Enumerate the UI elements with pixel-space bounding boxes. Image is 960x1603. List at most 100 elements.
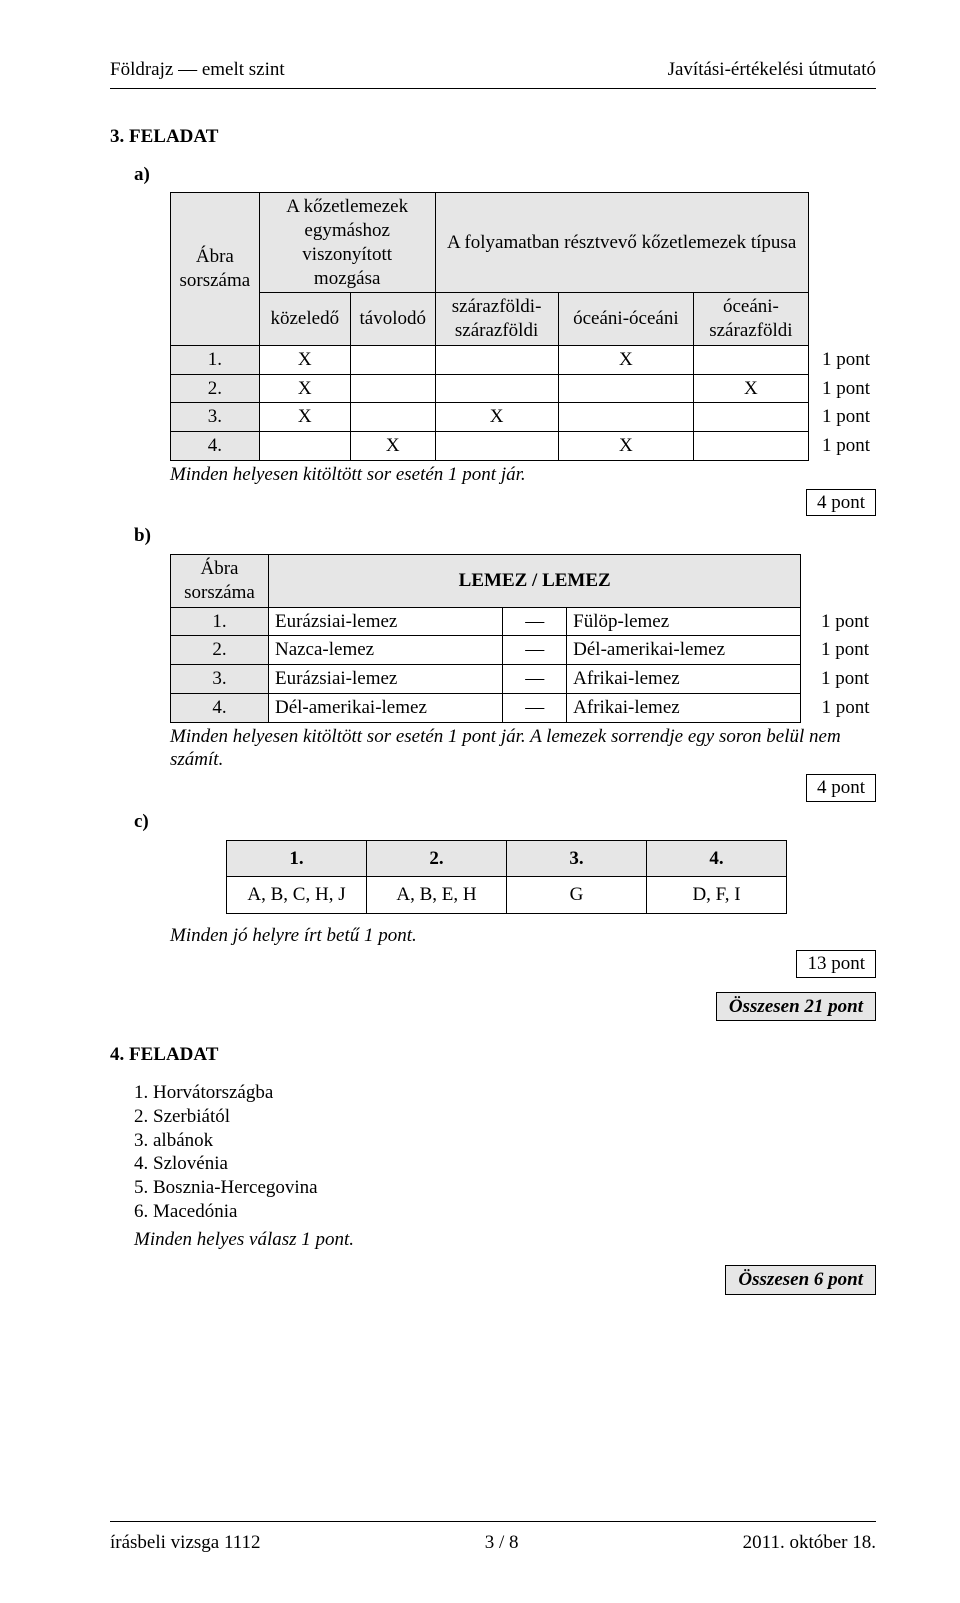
list-item: 2. Szerbiától bbox=[134, 1105, 876, 1129]
footer-center: 3 / 8 bbox=[485, 1531, 519, 1555]
table-row: 2. Nazca-lemez — Dél-amerikai-lemez 1 po… bbox=[171, 636, 876, 665]
cell-n: 2. bbox=[171, 636, 269, 665]
task4-title: 4. FELADAT bbox=[110, 1043, 876, 1067]
cell-left: Nazca-lemez bbox=[268, 636, 502, 665]
th-motion: A kőzetlemezek egymáshoz viszonyított mo… bbox=[259, 193, 435, 293]
th-col: 3. bbox=[507, 840, 647, 877]
cell bbox=[694, 432, 808, 461]
th-osz: óceáni- szárazföldi bbox=[694, 293, 808, 346]
list-item: 6. Macedónia bbox=[134, 1200, 876, 1224]
cell-right: Afrikai-lemez bbox=[567, 665, 801, 694]
cell bbox=[435, 432, 558, 461]
table-row: 1. X X 1 pont bbox=[171, 345, 877, 374]
task3b-subtotal-wrap: 4 pont bbox=[170, 774, 876, 802]
cell-pts: 1 pont bbox=[808, 403, 876, 432]
table-row: 3. X X 1 pont bbox=[171, 403, 877, 432]
task3a-label: a) bbox=[110, 163, 876, 187]
th-tavolodo: távolodó bbox=[350, 293, 435, 346]
cell: A, B, C, H, J bbox=[227, 877, 367, 914]
cell bbox=[694, 345, 808, 374]
task4-total: Összesen 6 pont bbox=[725, 1265, 876, 1295]
table-c: 1. 2. 3. 4. A, B, C, H, J A, B, E, H G D… bbox=[226, 840, 787, 915]
task3c-label: c) bbox=[110, 810, 876, 834]
cell-left: Dél-amerikai-lemez bbox=[268, 693, 502, 722]
th-col: 1. bbox=[227, 840, 367, 877]
cell-right: Dél-amerikai-lemez bbox=[567, 636, 801, 665]
cell-pts: 1 pont bbox=[801, 636, 876, 665]
header-left: Földrajz — emelt szint bbox=[110, 58, 285, 82]
cell-n: 2. bbox=[171, 374, 260, 403]
cell: D, F, I bbox=[647, 877, 787, 914]
task3a-subtotal-wrap: 4 pont bbox=[170, 489, 876, 517]
cell-n: 3. bbox=[171, 403, 260, 432]
task3c-subtotal: 13 pont bbox=[796, 950, 876, 978]
cell-n: 4. bbox=[171, 693, 269, 722]
th-oo: óceáni-óceáni bbox=[558, 293, 694, 346]
table-row: 4. X X 1 pont bbox=[171, 432, 877, 461]
table-row: 2. X X 1 pont bbox=[171, 374, 877, 403]
task3b-subtotal: 4 pont bbox=[806, 774, 876, 802]
th-szsz: szárazföldi- szárazföldi bbox=[435, 293, 558, 346]
cell: X bbox=[259, 345, 350, 374]
cell-dash: — bbox=[503, 665, 567, 694]
task3-total: Összesen 21 pont bbox=[716, 992, 876, 1022]
th-col: 4. bbox=[647, 840, 787, 877]
table-b: Ábra sorszáma LEMEZ / LEMEZ 1. Eurázsiai… bbox=[170, 554, 876, 723]
cell: X bbox=[259, 374, 350, 403]
task4-total-wrap: Összesen 6 pont bbox=[110, 1265, 876, 1295]
cell-dash: — bbox=[503, 636, 567, 665]
task3c-subtotal-wrap: 13 pont bbox=[170, 950, 876, 978]
cell bbox=[259, 432, 350, 461]
cell bbox=[350, 403, 435, 432]
cell-n: 1. bbox=[171, 607, 269, 636]
cell bbox=[435, 374, 558, 403]
cell: X bbox=[558, 432, 694, 461]
cell-dash: — bbox=[503, 693, 567, 722]
cell-left: Eurázsiai-lemez bbox=[268, 665, 502, 694]
cell-right: Fülöp-lemez bbox=[567, 607, 801, 636]
task3-total-wrap: Összesen 21 pont bbox=[170, 992, 876, 1022]
task3-title: 3. FELADAT bbox=[110, 125, 876, 149]
cell-pts: 1 pont bbox=[801, 665, 876, 694]
th-empty bbox=[801, 555, 876, 608]
task3a-subtotal: 4 pont bbox=[806, 489, 876, 517]
cell bbox=[558, 374, 694, 403]
footer-rule bbox=[110, 1521, 876, 1522]
cell-pts: 1 pont bbox=[808, 374, 876, 403]
task3c-block: 1. 2. 3. 4. A, B, C, H, J A, B, E, H G D… bbox=[110, 840, 876, 1022]
th-kozeledo: közeledő bbox=[259, 293, 350, 346]
cell: X bbox=[350, 432, 435, 461]
cell-n: 1. bbox=[171, 345, 260, 374]
task3c-note: Minden jó helyre írt betű 1 pont. bbox=[170, 924, 876, 948]
task3b-block: Ábra sorszáma LEMEZ / LEMEZ 1. Eurázsiai… bbox=[110, 554, 876, 802]
table-row: 4. Dél-amerikai-lemez — Afrikai-lemez 1 … bbox=[171, 693, 876, 722]
cell bbox=[694, 403, 808, 432]
task4-list: 1. Horvátországba 2. Szerbiától 3. albán… bbox=[110, 1081, 876, 1224]
list-item: 3. albánok bbox=[134, 1129, 876, 1153]
cell-dash: — bbox=[503, 607, 567, 636]
cell bbox=[350, 374, 435, 403]
cell-right: Afrikai-lemez bbox=[567, 693, 801, 722]
cell-left: Eurázsiai-lemez bbox=[268, 607, 502, 636]
table-row: A, B, C, H, J A, B, E, H G D, F, I bbox=[227, 877, 787, 914]
task3a-block: Ábra sorszáma A kőzetlemezek egymáshoz v… bbox=[110, 192, 876, 516]
cell: X bbox=[694, 374, 808, 403]
footer: írásbeli vizsga 1112 3 / 8 2011. október… bbox=[110, 1531, 876, 1555]
task3a-note: Minden helyesen kitöltött sor esetén 1 p… bbox=[170, 463, 876, 487]
cell: X bbox=[435, 403, 558, 432]
header: Földrajz — emelt szint Javítási-értékelé… bbox=[110, 58, 876, 82]
cell-pts: 1 pont bbox=[808, 432, 876, 461]
cell: X bbox=[558, 345, 694, 374]
th-lemez: LEMEZ / LEMEZ bbox=[268, 555, 800, 608]
table-row: 1. Eurázsiai-lemez — Fülöp-lemez 1 pont bbox=[171, 607, 876, 636]
th-rowlabel: Ábra sorszáma bbox=[171, 193, 260, 346]
cell: G bbox=[507, 877, 647, 914]
cell-pts: 1 pont bbox=[801, 607, 876, 636]
main: 3. FELADAT a) Ábra sorszáma A kőzetlemez… bbox=[110, 125, 876, 1295]
task3b-label: b) bbox=[110, 524, 876, 548]
footer-left: írásbeli vizsga 1112 bbox=[110, 1531, 261, 1555]
list-item: 1. Horvátországba bbox=[134, 1081, 876, 1105]
cell-n: 3. bbox=[171, 665, 269, 694]
cell bbox=[558, 403, 694, 432]
header-right: Javítási-értékelési útmutató bbox=[668, 58, 876, 82]
